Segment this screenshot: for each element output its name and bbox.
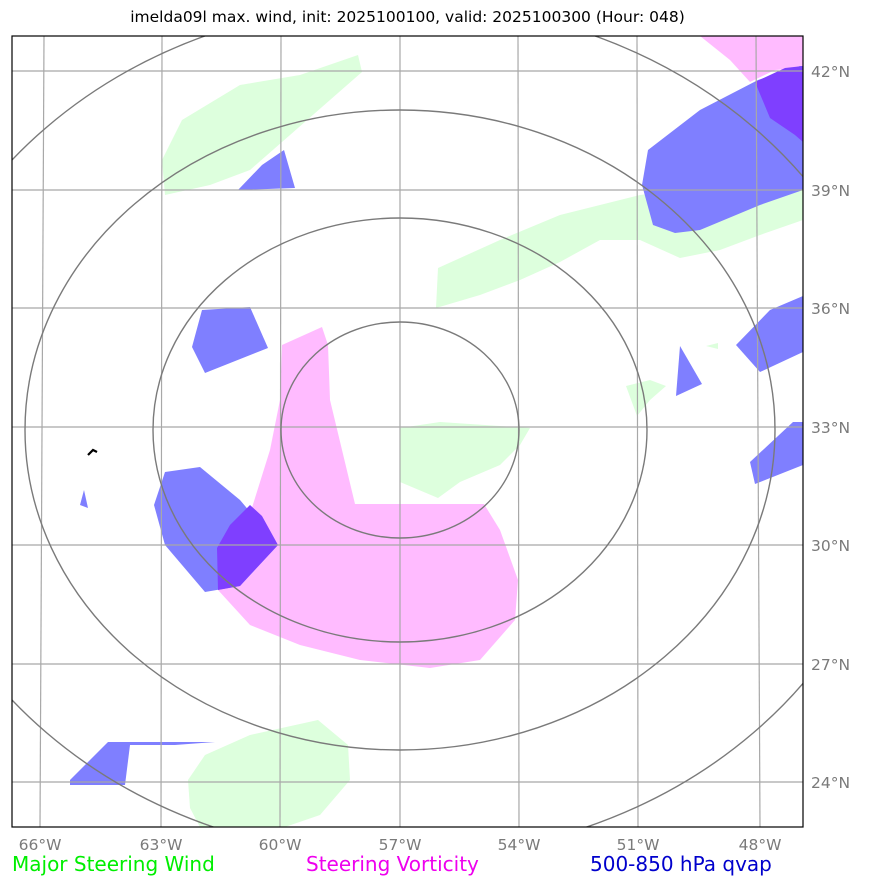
lat-label-30n: 30°N xyxy=(811,537,850,555)
lat-label-24n: 24°N xyxy=(811,774,850,792)
meridian-63w xyxy=(160,36,163,827)
lon-label-60w: 60°W xyxy=(259,836,302,854)
lat-tick-labels: 42°N 39°N 36°N 33°N 30°N 27°N 24°N xyxy=(811,63,850,792)
meridian-48w xyxy=(755,36,761,827)
vorticity-area-central xyxy=(218,327,518,668)
plot-border xyxy=(11,35,804,828)
overlap-areas xyxy=(217,66,803,590)
island-outline xyxy=(87,448,98,456)
qvap-area-northeast xyxy=(642,66,803,233)
legend-qvap: 500-850 hPa qvap xyxy=(590,852,772,876)
overlap-area-west xyxy=(217,505,278,590)
qvap-area-east-2 xyxy=(676,346,702,396)
meridian-51w xyxy=(636,36,639,827)
qvap-area-speck xyxy=(80,490,88,508)
lon-label-51w: 51°W xyxy=(617,836,660,854)
lon-label-63w: 63°W xyxy=(140,836,183,854)
wind-area-center xyxy=(400,422,530,498)
lon-label-57w: 57°W xyxy=(379,836,422,854)
meridian-66w xyxy=(39,36,45,827)
qvap-area-northwest xyxy=(192,307,268,373)
legend-steering-vorticity: Steering Vorticity xyxy=(306,852,479,876)
lat-label-36n: 36°N xyxy=(811,300,850,318)
steering-vorticity-areas xyxy=(218,36,803,668)
lon-label-66w: 66°W xyxy=(19,836,62,854)
overlap-area-northeast xyxy=(755,66,803,142)
lat-label-33n: 33°N xyxy=(811,419,850,437)
vorticity-area-northeast xyxy=(700,36,803,82)
lon-tick-labels: 66°W 63°W 60°W 57°W 54°W 51°W 48°W xyxy=(19,836,782,854)
range-ring-2 xyxy=(152,217,648,643)
lat-label-27n: 27°N xyxy=(811,656,850,674)
lat-label-39n: 39°N xyxy=(811,182,850,200)
qvap-area-east-1 xyxy=(736,296,803,372)
wind-area-small-east xyxy=(626,380,666,416)
lon-label-54w: 54°W xyxy=(498,836,541,854)
legend-steering-wind: Major Steering Wind xyxy=(12,852,215,876)
wind-area-speck xyxy=(706,343,718,349)
wind-area-northwest xyxy=(162,55,362,195)
qvap-area-east-3 xyxy=(750,422,803,484)
lat-label-42n: 42°N xyxy=(811,63,850,81)
qvap-area-southwest xyxy=(70,742,215,785)
lon-label-48w: 48°W xyxy=(739,836,782,854)
map-title: imelda09l max. wind, init: 2025100100, v… xyxy=(130,8,685,26)
wind-area-south xyxy=(188,720,350,827)
range-ring-3 xyxy=(24,109,776,751)
plot-area xyxy=(12,36,803,827)
range-rings xyxy=(12,36,803,827)
range-ring-1 xyxy=(280,321,520,539)
